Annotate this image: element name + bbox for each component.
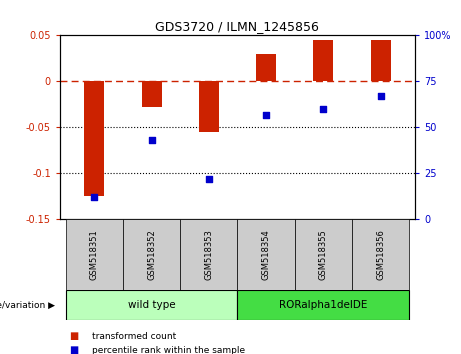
Text: percentile rank within the sample: percentile rank within the sample [92, 346, 245, 354]
Text: ■: ■ [69, 346, 78, 354]
Text: RORalpha1delDE: RORalpha1delDE [279, 300, 367, 310]
Point [319, 106, 327, 112]
Bar [180, 219, 237, 290]
Text: GSM518352: GSM518352 [147, 229, 156, 280]
Text: GSM518354: GSM518354 [261, 229, 271, 280]
Text: GSM518353: GSM518353 [204, 229, 213, 280]
Text: genotype/variation ▶: genotype/variation ▶ [0, 301, 55, 310]
Bar [142, 81, 161, 107]
Text: GSM518351: GSM518351 [90, 229, 99, 280]
Text: GSM518355: GSM518355 [319, 229, 328, 280]
Bar [237, 219, 295, 290]
Point [91, 195, 98, 200]
Bar [65, 290, 237, 320]
Point [377, 93, 384, 99]
Point [205, 176, 213, 182]
Bar [371, 40, 390, 81]
Text: ■: ■ [69, 331, 78, 341]
Text: GSM518356: GSM518356 [376, 229, 385, 280]
Point [148, 137, 155, 143]
Bar [123, 219, 180, 290]
Text: wild type: wild type [128, 300, 175, 310]
Bar [199, 81, 219, 132]
Bar [352, 219, 409, 290]
Point [262, 112, 270, 118]
Bar [313, 40, 333, 81]
Title: GDS3720 / ILMN_1245856: GDS3720 / ILMN_1245856 [155, 20, 319, 33]
Text: transformed count: transformed count [92, 332, 177, 341]
Bar [65, 219, 123, 290]
Bar [256, 54, 276, 81]
Bar [84, 81, 104, 196]
Bar [295, 219, 352, 290]
Bar [237, 290, 409, 320]
